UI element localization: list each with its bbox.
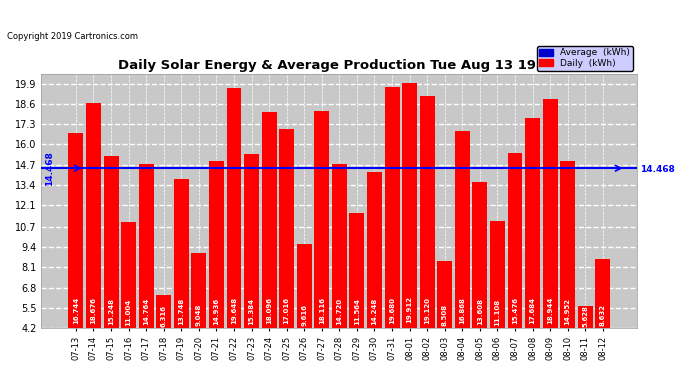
Bar [297, 244, 312, 375]
Bar [104, 156, 119, 375]
Bar [490, 220, 505, 375]
Bar [578, 306, 593, 375]
Bar [226, 87, 242, 375]
Text: 19.120: 19.120 [424, 297, 430, 324]
Text: 19.648: 19.648 [231, 296, 237, 324]
Text: 18.096: 18.096 [266, 297, 272, 324]
Bar [86, 103, 101, 375]
Text: 14.468: 14.468 [45, 151, 54, 186]
Text: 14.936: 14.936 [213, 297, 219, 325]
Bar [209, 161, 224, 375]
Bar [156, 295, 171, 375]
Legend: Average  (kWh), Daily  (kWh): Average (kWh), Daily (kWh) [537, 46, 633, 70]
Text: 8.508: 8.508 [442, 304, 448, 326]
Bar [420, 96, 435, 375]
Bar [402, 83, 417, 375]
Text: 13.748: 13.748 [178, 298, 184, 325]
Text: 5.628: 5.628 [582, 305, 589, 327]
Text: 19.680: 19.680 [389, 297, 395, 324]
Bar [262, 112, 277, 375]
Text: 14.720: 14.720 [336, 297, 342, 325]
Bar [139, 164, 154, 375]
Text: 6.316: 6.316 [161, 304, 167, 327]
Text: Copyright 2019 Cartronics.com: Copyright 2019 Cartronics.com [7, 32, 138, 41]
Bar [437, 261, 452, 375]
Text: 8.632: 8.632 [600, 304, 606, 326]
Bar [315, 111, 329, 375]
Text: 19.912: 19.912 [406, 297, 413, 324]
Bar [367, 172, 382, 375]
Bar [384, 87, 400, 375]
Text: 11.564: 11.564 [354, 298, 360, 326]
Text: 14.248: 14.248 [371, 297, 377, 325]
Text: 15.476: 15.476 [512, 297, 518, 324]
Bar [508, 153, 522, 375]
Bar [349, 213, 364, 375]
Text: 15.248: 15.248 [108, 297, 114, 324]
Bar [542, 99, 558, 375]
Bar [455, 131, 470, 375]
Text: 18.676: 18.676 [90, 297, 97, 324]
Bar [473, 182, 487, 375]
Bar [279, 129, 294, 375]
Text: 17.016: 17.016 [284, 297, 290, 324]
Text: 11.108: 11.108 [495, 298, 500, 326]
Bar [560, 160, 575, 375]
Text: 15.384: 15.384 [248, 297, 255, 324]
Text: 9.616: 9.616 [302, 304, 307, 326]
Title: Daily Solar Energy & Average Production Tue Aug 13 19:54: Daily Solar Energy & Average Production … [119, 59, 560, 72]
Text: 17.684: 17.684 [529, 297, 535, 324]
Bar [595, 259, 610, 375]
Bar [525, 118, 540, 375]
Text: 16.868: 16.868 [460, 297, 465, 324]
Text: 18.116: 18.116 [319, 297, 325, 324]
Text: 11.004: 11.004 [126, 298, 132, 326]
Bar [191, 253, 206, 375]
Bar [244, 154, 259, 375]
Text: 18.944: 18.944 [547, 296, 553, 324]
Text: 9.048: 9.048 [196, 304, 202, 326]
Bar [332, 164, 347, 375]
Text: 14.764: 14.764 [143, 297, 149, 325]
Bar [121, 222, 136, 375]
Text: 16.744: 16.744 [73, 297, 79, 324]
Text: 13.608: 13.608 [477, 298, 483, 325]
Bar [68, 133, 83, 375]
Text: 14.952: 14.952 [564, 298, 571, 325]
Bar [174, 179, 189, 375]
